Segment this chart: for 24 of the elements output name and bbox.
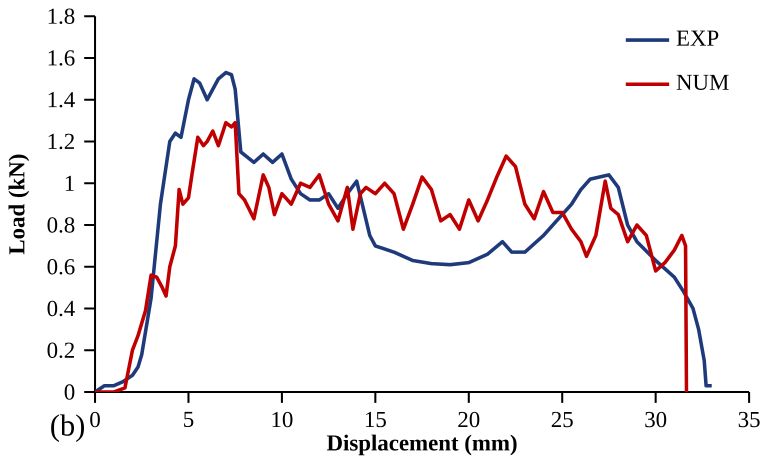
x-tick-label: 30: [645, 412, 666, 428]
y-tick-label: 1.2: [48, 134, 74, 150]
y-tick-label: 0.4: [48, 300, 75, 316]
x-axis-title: Displacement (mm): [326, 434, 517, 456]
x-tick-label: 0: [90, 412, 100, 428]
x-tick-label: 35: [738, 412, 760, 428]
x-tick-label: 20: [458, 412, 480, 428]
x-tick-label: 10: [272, 412, 292, 428]
y-tick-label: 1.6: [48, 50, 75, 66]
y-tick-label: 1: [66, 176, 74, 191]
legend-label: NUM: [676, 74, 729, 90]
line-series: [95, 120, 688, 392]
y-tick-label: 0.8: [48, 217, 74, 233]
y-axis-title: Load (kN): [8, 154, 30, 254]
y-tick-label: 0.6: [48, 259, 75, 275]
y-tick-label: 1.4: [48, 92, 75, 108]
y-tick-label: 0.2: [48, 342, 74, 358]
legend-label: EXP: [676, 30, 718, 46]
y-tick-label: 1.8: [48, 8, 74, 24]
x-tick-label: 5: [184, 412, 194, 428]
x-tick-label: 25: [552, 412, 573, 428]
x-tick-label: 15: [366, 412, 386, 428]
text: (b): [51, 414, 84, 442]
y-tick-label: 0: [64, 384, 74, 400]
